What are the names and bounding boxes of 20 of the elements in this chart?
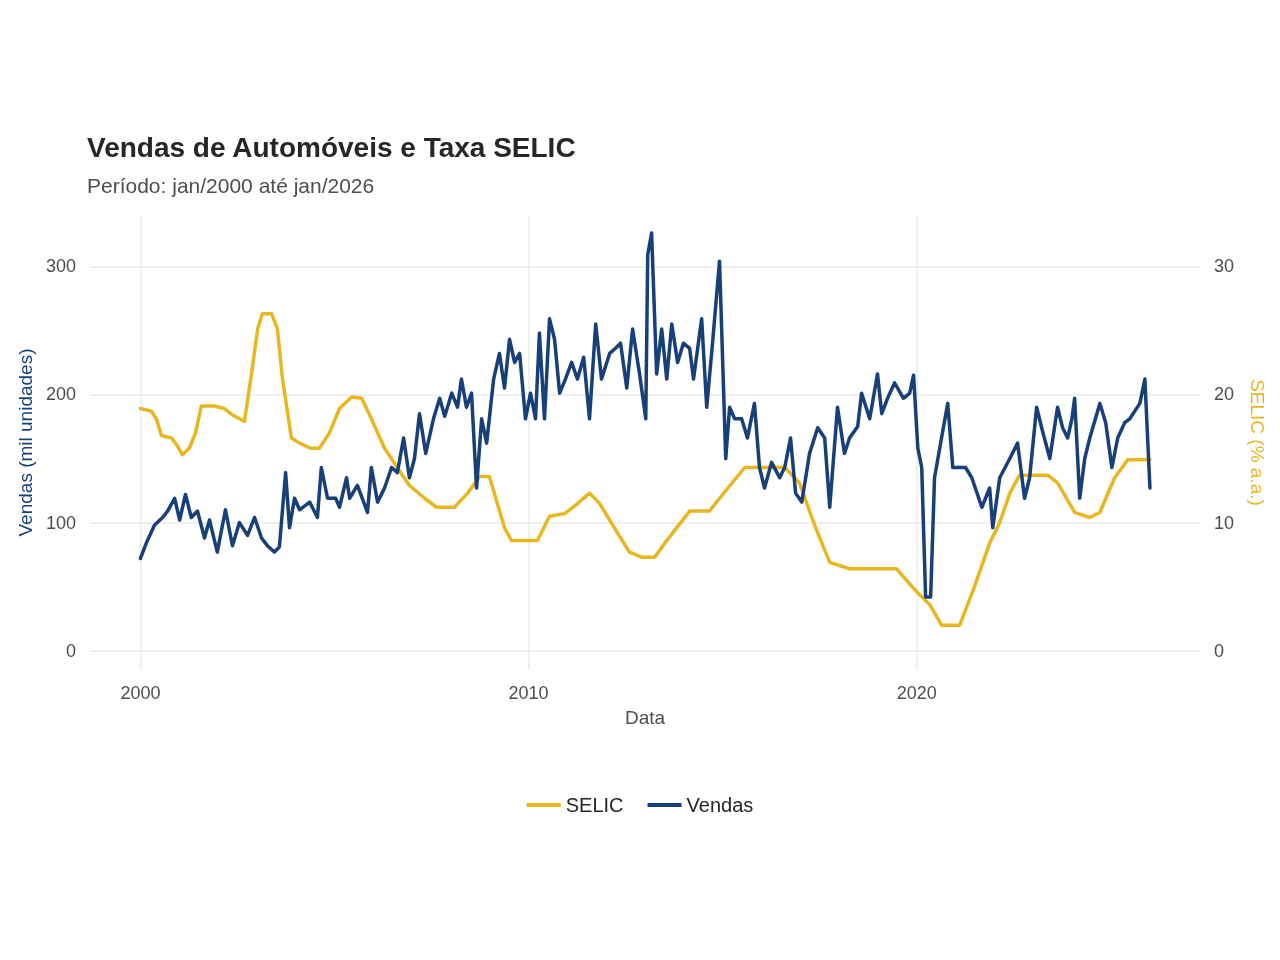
y-axis-title: Vendas (mil unidades) — [15, 348, 37, 537]
y2-tick-label: 0 — [1214, 640, 1225, 661]
legend-label: SELIC — [565, 794, 624, 816]
y2-tick-label: 20 — [1214, 384, 1235, 405]
y-tick-label: 300 — [45, 256, 76, 277]
x-axis-title: Data — [624, 707, 666, 728]
legend-label: Vendas — [686, 794, 754, 816]
line-series — [138, 231, 1152, 599]
y-tick-label: 0 — [65, 640, 76, 661]
line-series — [138, 311, 1152, 627]
y2-axis-title: SELIC (% a.a.) — [1247, 379, 1268, 506]
y2-tick-label: 30 — [1214, 256, 1235, 277]
x-tick-label: 2020 — [896, 683, 937, 703]
y-tick-label: 200 — [45, 384, 76, 405]
x-tick-label: 2000 — [120, 683, 161, 703]
chart-title: Vendas de Automóveis e Taxa SELIC — [87, 131, 576, 163]
x-tick-label: 2010 — [508, 683, 549, 703]
y2-tick-label: 10 — [1214, 512, 1235, 533]
y-tick-label: 100 — [45, 512, 76, 533]
chart-subtitle: Período: jan/2000 até jan/2026 — [87, 174, 375, 197]
